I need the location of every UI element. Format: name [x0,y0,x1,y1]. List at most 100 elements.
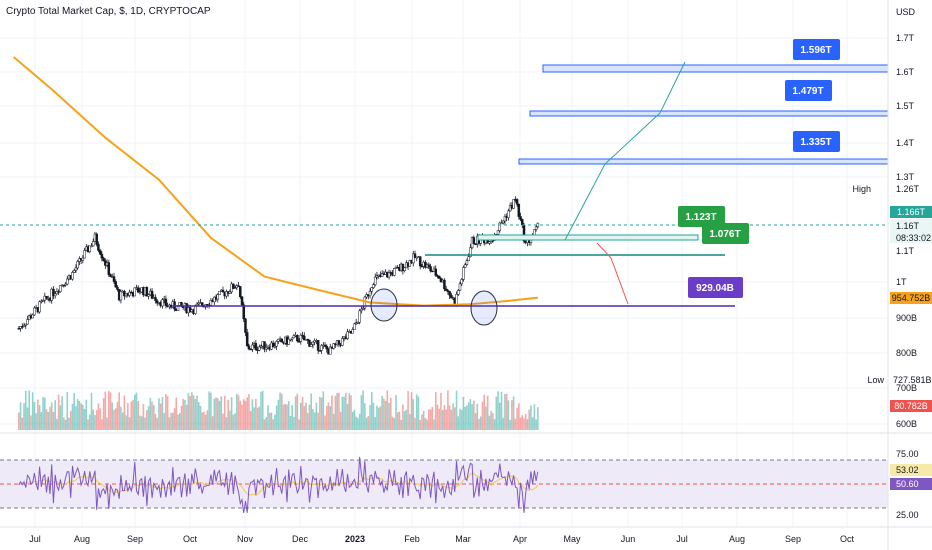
candle-body [72,270,76,273]
volume-bar [319,396,321,430]
volume-bar [488,415,491,430]
volume-bar [132,399,134,430]
volume-bar [137,401,140,430]
candle-body [38,301,41,313]
volume-bar [116,401,119,430]
candle-body [296,334,299,342]
volume-bar [467,402,470,430]
candle-body [434,268,438,276]
volume-bar [216,398,219,430]
candle-body [496,230,500,235]
volume-bar [476,403,479,430]
volume-bar [203,411,205,430]
candle-body [258,346,261,351]
volume-bar [336,393,338,430]
candle-body [59,285,62,292]
volume-bar [341,396,344,430]
volume-bar [30,415,32,430]
volume-bar [386,390,389,430]
volume-bar [123,395,126,430]
support-touch-circle-1 [370,288,398,322]
candle-body [150,290,154,299]
price-tick: 700B [896,383,917,393]
moving-average-line [13,56,538,307]
svg-text:929.04B: 929.04B [696,283,734,294]
volume-bar [106,417,108,430]
volume-bar [73,393,75,430]
current-price-secondary: 1.16T [896,221,920,231]
candle-body [519,216,522,220]
candle-body [100,253,104,259]
candle-body [247,345,251,350]
price-candles [17,196,540,355]
volume-bar [50,402,53,430]
svg-text:1.335T: 1.335T [800,137,831,148]
volume-bar [367,416,370,430]
candle-body [83,250,86,259]
volume-bar [436,404,439,430]
low-tag: Low [867,375,884,385]
volume-bar [393,418,396,430]
volume-bar [114,408,117,430]
volume-bar [166,396,169,430]
time-tick: Nov [237,534,254,544]
candle-body [145,287,149,297]
volume-bar [102,398,105,430]
volume-bar [260,391,262,430]
volume-bar [528,409,530,430]
volume-bar [223,395,226,430]
volume-bar [38,405,41,430]
volume-bar [486,395,489,430]
volume-bar [215,397,217,430]
price-tick: 1.4T [896,138,915,148]
candle-body [503,215,507,222]
volume-bar [268,412,271,430]
volume-bar [403,411,406,430]
rsi-ma-value: 50.60 [896,479,919,489]
volume-bar [473,400,475,430]
volume-bar [412,399,415,430]
target-zone-1335 [518,158,889,165]
volume-bar [59,405,62,430]
candle-body [24,323,28,326]
volume-bar [351,411,354,430]
volume-bar [298,419,300,430]
volume-bar [405,409,408,430]
volume-bar [220,396,223,430]
volume-bar [511,400,513,430]
volume-bar [459,408,461,430]
rsi-pane [0,456,888,513]
volume-bar [127,402,129,430]
volume-bar [210,392,212,430]
volume-bar [331,395,333,430]
candle-body [277,338,280,342]
volume-bar [92,409,95,430]
candle-body [239,286,242,298]
price-tick: 1.6T [896,67,915,77]
volume-bar [211,416,214,430]
volume-bar [23,403,25,430]
candle-body [351,329,354,334]
candle-body [460,279,463,285]
candle-body [465,260,469,265]
volume-bar [24,390,27,430]
volume-bar [120,406,122,430]
candle-body [245,332,249,347]
volume-bar [462,396,465,430]
volume-bar [329,406,332,430]
volume-bar [374,416,377,430]
candle-body [109,274,112,277]
volume-bar [173,408,176,430]
candle-body [114,281,117,288]
candle-body [251,344,254,350]
candle-body [136,287,140,293]
svg-text:1.479T: 1.479T [792,86,823,97]
volume-bar [75,406,77,430]
volume-bar [37,399,39,430]
candle-body [361,307,365,310]
time-tick: Mar [455,534,471,544]
candle-body [218,291,221,295]
volume-bar [170,412,172,430]
volume-bar [272,419,274,430]
volume-bar [232,414,235,430]
